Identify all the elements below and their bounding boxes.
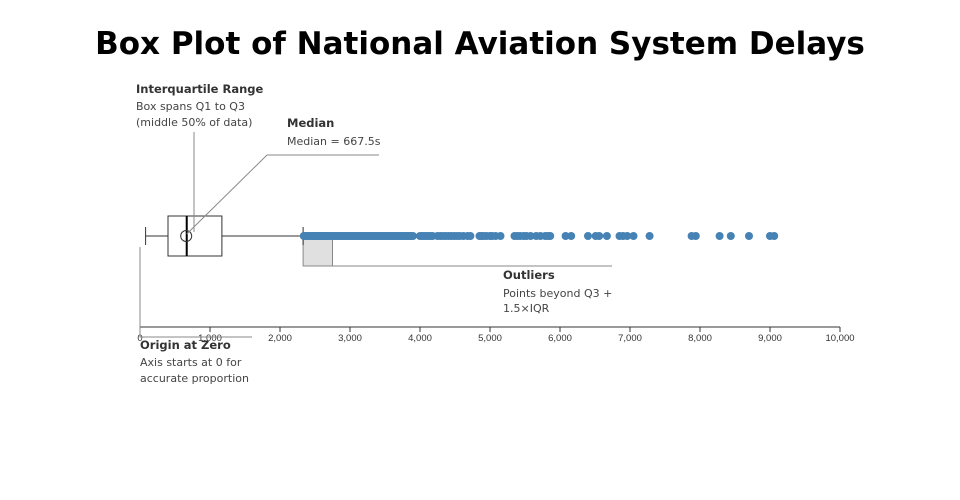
outlier-point [715, 232, 724, 240]
origin-annotation-connector [139, 247, 252, 338]
annotation-layer: Interquartile Range Box spans Q1 to Q3 (mi… [136, 82, 612, 385]
x-tick-label: 7,000 [618, 333, 642, 344]
outlier-point [745, 232, 753, 240]
outlier-point [466, 232, 475, 240]
outlier-highlight-box [302, 235, 334, 267]
x-tick-label: 4,000 [408, 333, 432, 344]
median-annotation-line: Median = 667.5s [287, 135, 381, 148]
outlier-point [526, 232, 535, 240]
outliers-annotation-line: Points beyond Q3 + [503, 287, 612, 300]
iqr-annotation-line: (middle 50% of data) [136, 116, 252, 129]
outlier-highlight-layer [302, 235, 334, 267]
outlier-points-layer [299, 232, 779, 240]
outlier-point [645, 232, 654, 240]
x-axis: 0 1,000 2,000 3,000 4,000 5,000 6,000 7,000 8,00… [137, 326, 855, 344]
outliers-annotation-title: Outliers [503, 268, 555, 282]
outlier-point [595, 232, 604, 240]
outlier-point [623, 232, 632, 240]
outliers-annotation-line: 1.5×IQR [503, 302, 550, 315]
median-annotation-title: Median [287, 116, 334, 130]
x-tick-label: 0 [137, 333, 142, 344]
median-annotation-connector [186, 154, 379, 235]
mean-marker [180, 230, 193, 242]
outlier-point [496, 232, 505, 240]
outlier-point [567, 232, 576, 240]
iqr-annotation-line: Box spans Q1 to Q3 [136, 100, 245, 113]
origin-annotation-line: accurate proportion [140, 372, 249, 385]
x-tick-label: 10,000 [825, 333, 854, 344]
outlier-point [629, 232, 638, 240]
chart-title: Box Plot of National Aviation System Del… [95, 26, 865, 62]
outlier-point [561, 232, 570, 240]
x-tick-label: 6,000 [548, 333, 572, 344]
origin-annotation-line: Axis starts at 0 for [140, 356, 242, 369]
outlier-point [584, 232, 592, 240]
iqr-box [167, 215, 223, 257]
outlier-point [409, 232, 417, 240]
x-tick-label: 1,000 [198, 333, 222, 344]
origin-annotation-title: Origin at Zero [140, 338, 231, 352]
outlier-point [602, 232, 611, 240]
x-tick-label: 9,000 [758, 333, 782, 344]
x-tick-label: 5,000 [478, 333, 502, 344]
outlier-point [691, 232, 700, 240]
x-tick-label: 2,000 [268, 333, 292, 344]
outlier-point [770, 232, 779, 240]
x-tick-label: 3,000 [338, 333, 362, 344]
x-tick-label: 8,000 [688, 333, 712, 344]
box-layer [145, 215, 304, 257]
outlier-point [546, 232, 555, 240]
iqr-annotation-title: Interquartile Range [136, 82, 264, 96]
outlier-point [726, 232, 735, 240]
